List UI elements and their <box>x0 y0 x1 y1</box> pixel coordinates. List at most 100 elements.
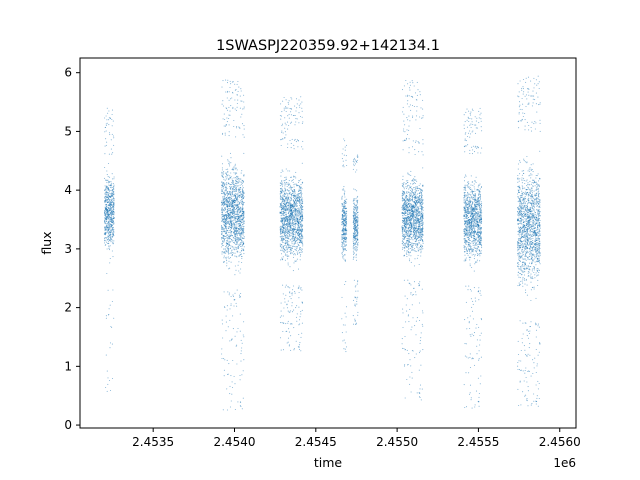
data-point <box>282 245 284 247</box>
data-point <box>412 82 414 84</box>
data-point <box>231 188 233 190</box>
data-point <box>240 268 242 270</box>
data-point <box>297 229 299 231</box>
data-point <box>293 144 295 146</box>
data-point <box>225 230 227 232</box>
data-point <box>233 299 235 301</box>
data-point <box>222 80 224 82</box>
data-point <box>283 96 285 99</box>
data-point <box>227 221 229 223</box>
data-point <box>108 182 110 184</box>
data-point <box>286 183 288 185</box>
data-point <box>239 127 241 129</box>
data-point <box>301 206 303 208</box>
data-point <box>345 351 347 353</box>
data-point <box>301 207 303 209</box>
data-point <box>280 115 282 117</box>
data-point <box>298 306 300 308</box>
data-point <box>228 186 231 188</box>
data-point <box>240 401 242 403</box>
data-point <box>231 201 233 203</box>
data-point <box>107 197 109 199</box>
data-point <box>235 248 237 250</box>
data-point <box>300 198 303 200</box>
data-point <box>222 218 224 220</box>
data-point <box>416 94 418 96</box>
data-point <box>352 232 354 234</box>
data-point <box>292 195 294 197</box>
data-point <box>352 242 355 244</box>
data-point <box>232 200 234 202</box>
data-point <box>356 229 358 231</box>
data-point <box>283 210 285 212</box>
data-point <box>227 291 229 293</box>
data-point <box>230 205 232 207</box>
data-point <box>233 223 235 225</box>
data-point <box>229 80 231 82</box>
data-point <box>105 228 107 230</box>
data-point <box>227 79 229 81</box>
data-point <box>409 238 411 241</box>
data-point <box>105 187 107 189</box>
data-point <box>230 201 232 203</box>
data-point <box>221 192 223 194</box>
data-point <box>238 202 240 204</box>
data-point <box>300 210 302 212</box>
data-point <box>107 189 110 191</box>
data-point <box>289 311 291 313</box>
data-point <box>282 219 284 221</box>
data-point <box>229 177 231 179</box>
data-point <box>221 246 223 248</box>
data-point <box>233 219 235 221</box>
data-point <box>285 247 287 249</box>
data-point <box>280 249 282 251</box>
data-point <box>280 349 282 351</box>
data-point <box>341 237 343 239</box>
data-point <box>299 316 301 318</box>
data-point <box>240 244 242 246</box>
data-point <box>111 343 113 345</box>
data-point <box>221 348 223 350</box>
data-point <box>112 135 115 137</box>
data-point <box>289 200 291 202</box>
data-point <box>296 251 298 253</box>
data-point <box>357 245 359 247</box>
data-point <box>295 177 297 179</box>
data-point <box>238 179 240 181</box>
data-point <box>408 87 411 89</box>
data-point <box>296 320 298 322</box>
data-point <box>302 121 304 123</box>
data-point <box>298 211 300 213</box>
data-point <box>283 191 285 193</box>
data-point <box>224 194 226 196</box>
data-point <box>302 199 304 201</box>
data-point <box>229 175 231 177</box>
data-point <box>412 115 414 117</box>
data-point <box>233 375 235 378</box>
data-point <box>286 198 288 200</box>
data-point <box>301 230 303 232</box>
data-point <box>240 253 242 255</box>
data-point <box>237 213 239 215</box>
data-point <box>287 227 289 229</box>
data-point <box>416 180 418 182</box>
data-point <box>290 298 292 300</box>
data-point <box>228 238 230 240</box>
data-point <box>344 140 346 142</box>
data-point <box>302 140 304 142</box>
data-point <box>353 212 355 214</box>
data-point <box>281 185 284 187</box>
data-point <box>286 307 289 309</box>
data-point <box>233 211 235 213</box>
data-point <box>232 220 234 222</box>
data-point <box>296 245 298 247</box>
data-point <box>298 196 300 198</box>
data-point <box>234 255 236 257</box>
data-point <box>286 233 288 236</box>
data-point <box>223 223 225 225</box>
data-point <box>281 210 283 212</box>
data-point <box>283 203 285 206</box>
data-point <box>227 171 229 173</box>
data-point <box>223 197 225 199</box>
data-point <box>290 203 292 205</box>
